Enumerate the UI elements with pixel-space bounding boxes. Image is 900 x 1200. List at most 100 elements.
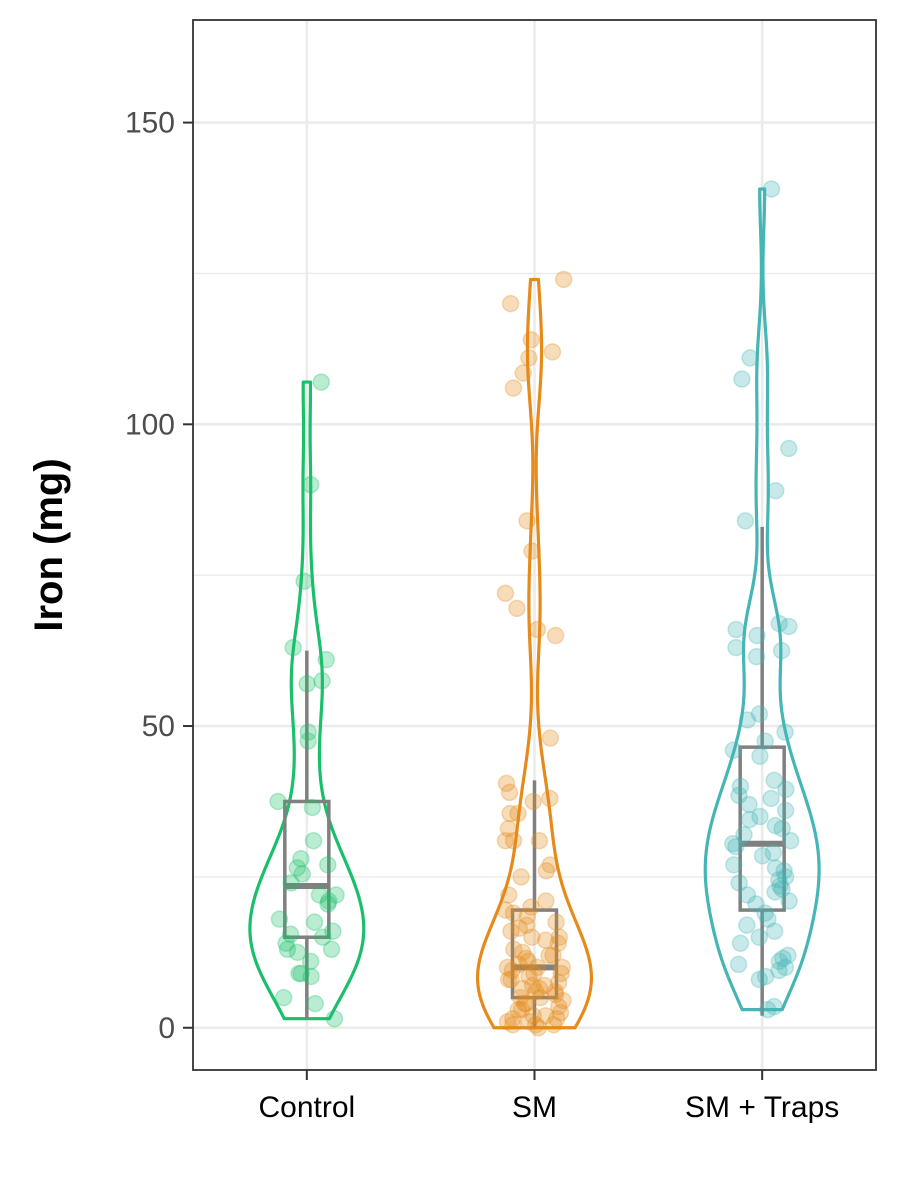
data-point xyxy=(292,850,310,868)
data-point xyxy=(549,934,567,953)
data-point xyxy=(735,825,753,844)
data-point xyxy=(773,880,791,898)
data-point xyxy=(504,379,523,397)
data-point xyxy=(499,819,518,838)
data-point xyxy=(511,988,530,1007)
data-point xyxy=(766,883,784,901)
data-point xyxy=(509,1000,527,1019)
data-point xyxy=(762,789,780,808)
data-point xyxy=(500,783,519,802)
data-point xyxy=(751,747,769,765)
data-point xyxy=(519,952,537,971)
data-point xyxy=(750,928,769,946)
data-point xyxy=(502,922,520,940)
data-point xyxy=(504,1015,522,1034)
data-point xyxy=(770,961,788,980)
data-point xyxy=(527,1015,545,1034)
data-point xyxy=(544,1015,563,1034)
data-point xyxy=(501,294,520,313)
data-point xyxy=(324,922,342,940)
data-point xyxy=(304,831,323,850)
data-point xyxy=(504,904,523,922)
violin-control xyxy=(248,380,366,1021)
data-point xyxy=(517,994,535,1013)
data-point xyxy=(776,958,795,977)
data-point xyxy=(733,370,751,388)
data-point xyxy=(553,958,572,977)
data-point xyxy=(282,874,300,892)
data-point xyxy=(523,976,542,995)
data-point xyxy=(305,913,324,931)
data-point xyxy=(730,874,748,892)
data-point xyxy=(762,180,781,198)
data-point xyxy=(759,1000,777,1019)
data-point xyxy=(270,910,289,928)
x-tick-label: SM + Traps xyxy=(685,1091,839,1124)
data-point xyxy=(528,958,547,977)
data-point xyxy=(546,982,564,1001)
data-point xyxy=(740,795,758,814)
violin-sm-traps xyxy=(703,187,821,1012)
data-point xyxy=(740,810,759,829)
data-point xyxy=(302,967,320,986)
data-point xyxy=(496,584,515,603)
data-point xyxy=(552,964,570,983)
data-point xyxy=(776,723,794,741)
data-point xyxy=(766,481,785,500)
data-point xyxy=(759,910,777,928)
data-point xyxy=(524,1006,542,1025)
data-point xyxy=(496,901,515,919)
data-point xyxy=(510,955,528,974)
data-point xyxy=(295,572,313,590)
data-point xyxy=(738,886,757,904)
data-point xyxy=(500,886,518,904)
data-point xyxy=(288,943,307,962)
box-iqr xyxy=(738,745,786,912)
data-point xyxy=(515,994,534,1013)
data-point xyxy=(772,641,791,660)
data-point xyxy=(306,994,324,1013)
data-point xyxy=(508,599,526,618)
data-point xyxy=(541,856,559,874)
data-point xyxy=(299,732,317,750)
data-point xyxy=(288,859,307,877)
box-iqr xyxy=(510,908,559,1000)
violin-sm xyxy=(475,277,594,1030)
data-point xyxy=(544,946,562,965)
y-tick-label: 100 xyxy=(125,408,175,441)
box-iqr xyxy=(283,799,331,939)
data-point xyxy=(747,895,765,913)
data-point xyxy=(514,364,532,382)
data-point xyxy=(531,988,550,1007)
data-point xyxy=(520,1012,539,1031)
y-tick-label: 50 xyxy=(142,710,175,743)
data-point xyxy=(529,1019,548,1037)
data-point xyxy=(536,1006,555,1025)
data-point xyxy=(773,819,791,838)
data-point xyxy=(497,774,516,793)
data-point xyxy=(523,928,541,946)
data-point xyxy=(512,1000,531,1019)
data-point xyxy=(750,970,769,989)
y-tick-label: 0 xyxy=(158,1012,175,1045)
data-point xyxy=(751,807,769,826)
data-point xyxy=(756,904,774,922)
data-point xyxy=(554,991,572,1010)
data-point xyxy=(776,868,795,886)
data-point xyxy=(512,868,530,886)
data-point xyxy=(513,943,532,962)
data-point xyxy=(278,940,297,959)
data-point xyxy=(292,964,310,983)
data-point xyxy=(522,898,540,916)
data-point xyxy=(724,834,742,853)
data-point xyxy=(725,856,743,874)
data-point xyxy=(727,837,745,856)
data-point xyxy=(523,542,541,560)
data-point xyxy=(554,270,573,289)
data-point xyxy=(774,949,792,968)
data-point xyxy=(290,964,308,983)
data-point xyxy=(498,958,517,977)
data-point xyxy=(274,988,293,1007)
y-tick-label: 150 xyxy=(125,107,175,140)
data-point xyxy=(540,946,558,965)
